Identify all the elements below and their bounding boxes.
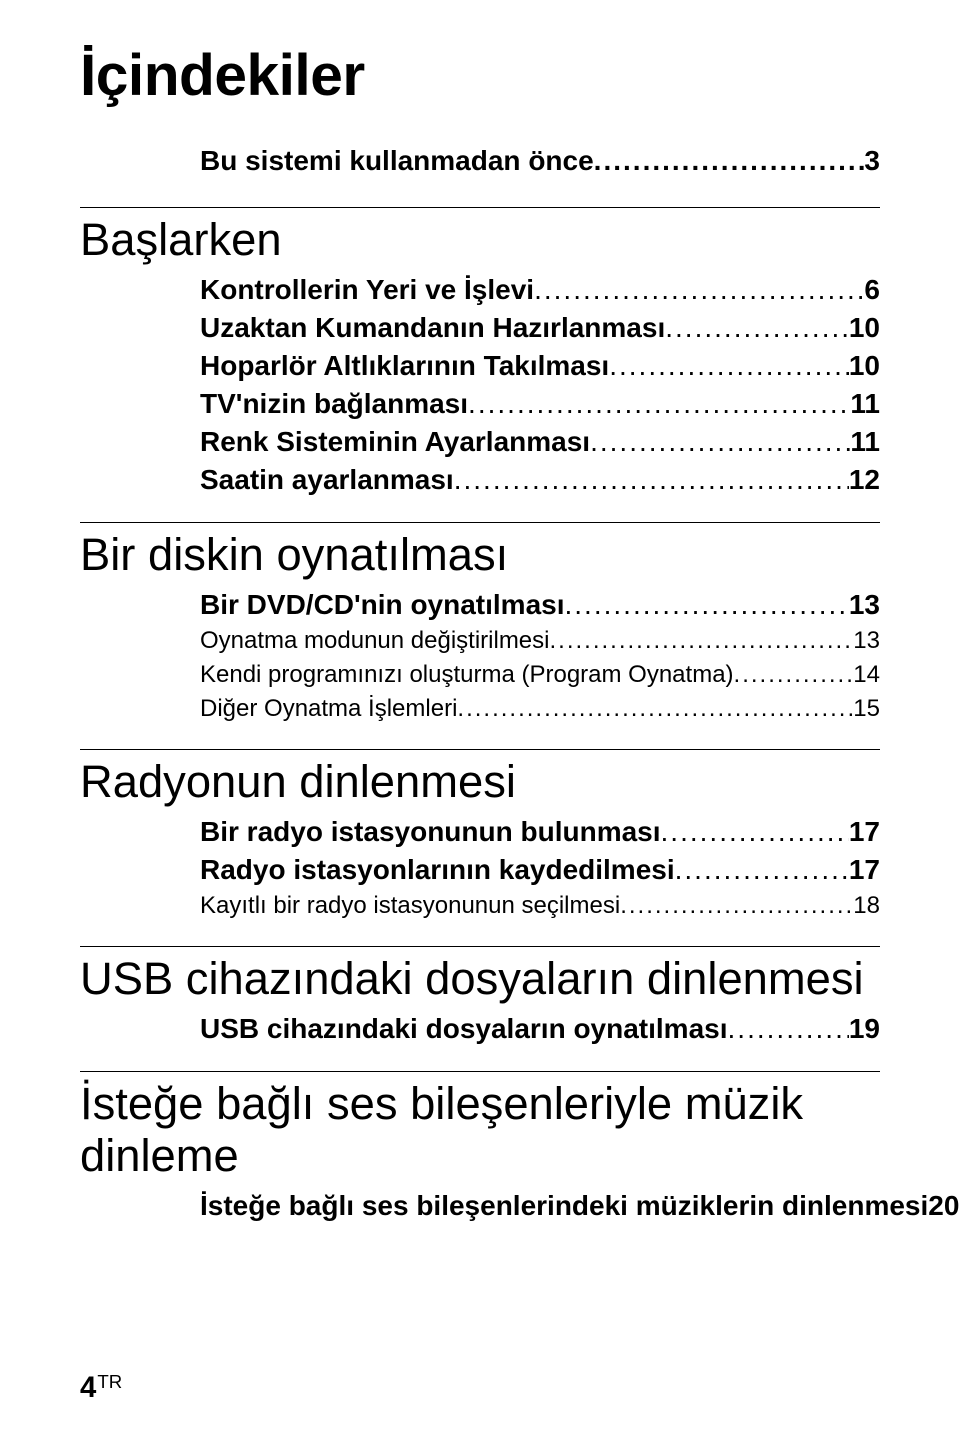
section-title: USB cihazındaki dosyaların dinlenmesi [80,953,880,1005]
intro-page-number: 3 [864,145,880,177]
entry-page-number: 12 [849,464,880,496]
sections-container: Başlarken Kontrollerin Yeri ve İşlevi....… [80,207,880,1222]
page-title: İçindekiler [80,42,880,109]
entry-label: Kayıtlı bir radyo istasyonunun seçilmesi [200,892,620,920]
toc-entry: USB cihazındaki dosyaların oynatılması..… [200,1013,880,1045]
leader-dots: ........................................… [590,426,850,458]
section-title: İsteğe bağlı ses bileşenleriyle müzik di… [80,1078,880,1182]
toc-section: USB cihazındaki dosyaların dinlenmesi USB… [80,946,880,1045]
toc-entry: TV'nizin bağlanması.....................… [200,388,880,420]
entry-label: TV'nizin bağlanması [200,388,468,420]
toc-entry: Hoparlör Altlıklarının Takılması........… [200,350,880,382]
entry-page-number: 10 [849,312,880,344]
section-rule [80,749,880,750]
toc-section: Radyonun dinlenmesi Bir radyo istasyonunu… [80,749,880,920]
section-title: Bir diskin oynatılması [80,529,880,581]
entry-label: Diğer Oynatma İşlemleri [200,695,457,723]
intro-label: Bu sistemi kullanmadan önce [200,145,594,177]
leader-dots: ........................................… [620,892,853,920]
leader-dots: ........................................… [661,816,849,848]
section-entries: Bir radyo istasyonunun bulunması........… [200,816,880,920]
entry-page-number: 13 [853,627,880,655]
entry-label: Radyo istasyonlarının kaydedilmesi [200,854,675,886]
leader-dots: ........................................… [734,661,854,689]
leader-dots: ........................................… [454,464,849,496]
entry-page-number: 11 [850,426,880,458]
entry-page-number: 17 [849,816,880,848]
toc-entry: İsteğe bağlı ses bileşenlerindeki müzikl… [200,1190,880,1222]
entry-page-number: 14 [853,661,880,689]
toc-entry: Renk Sisteminin Ayarlanması.............… [200,426,880,458]
entry-label: Kendi programınızı oluşturma (Program Oy… [200,661,734,689]
leader-dots: ........................................… [665,312,849,344]
toc-entry: Bir DVD/CD'nin oynatılması..............… [200,589,880,621]
leader-dots: ........................................… [468,388,850,420]
page-content: İçindekiler Bu sistemi kullanmadan önce … [0,0,960,1222]
toc-entry: Kendi programınızı oluşturma (Program Oy… [200,661,880,689]
entry-page-number: 11 [850,388,880,420]
section-rule [80,1071,880,1072]
section-rule [80,522,880,523]
toc-entry: Kontrollerin Yeri ve İşlevi.............… [200,274,880,306]
section-rule [80,207,880,208]
entry-label: USB cihazındaki dosyaların oynatılması [200,1013,728,1045]
section-rule [80,946,880,947]
intro-entry: Bu sistemi kullanmadan önce ............… [200,145,880,177]
leader-dots: ........................................… [675,854,849,886]
entry-page-number: 19 [849,1013,880,1045]
leader-dots: ........................................… [457,695,853,723]
leader-dots: ........................................… [609,350,849,382]
entry-page-number: 10 [849,350,880,382]
entry-label: Oynatma modunun değiştirilmesi [200,627,550,655]
leader-dots: ........................................… [550,627,854,655]
entry-page-number: 6 [864,274,880,306]
entry-label: Saatin ayarlanması [200,464,454,496]
toc-entry: Diğer Oynatma İşlemleri.................… [200,695,880,723]
toc-entry: Uzaktan Kumandanın Hazırlanması.........… [200,312,880,344]
entry-label: Renk Sisteminin Ayarlanması [200,426,590,458]
leader-dots: ........................................… [565,589,849,621]
toc-entry: Bir radyo istasyonunun bulunması........… [200,816,880,848]
section-entries: USB cihazındaki dosyaların oynatılması..… [200,1013,880,1045]
entry-label: Hoparlör Altlıklarının Takılması [200,350,609,382]
entry-label: Bir DVD/CD'nin oynatılması [200,589,565,621]
entry-label: Kontrollerin Yeri ve İşlevi [200,274,534,306]
entry-page-number: 18 [853,892,880,920]
leader-dots: ........................................… [534,274,864,306]
toc-entry: Radyo istasyonlarının kaydedilmesi......… [200,854,880,886]
footer-page-number: 4 [80,1371,96,1404]
section-entries: İsteğe bağlı ses bileşenlerindeki müzikl… [200,1190,880,1222]
entry-label: Uzaktan Kumandanın Hazırlanması [200,312,665,344]
section-entries: Bir DVD/CD'nin oynatılması..............… [200,589,880,723]
entry-label: Bir radyo istasyonunun bulunması [200,816,661,848]
toc-section: İsteğe bağlı ses bileşenleriyle müzik di… [80,1071,880,1222]
section-title: Radyonun dinlenmesi [80,756,880,808]
toc-entry: Saatin ayarlanması......................… [200,464,880,496]
entry-page-number: 17 [849,854,880,886]
toc-section: Başlarken Kontrollerin Yeri ve İşlevi....… [80,207,880,496]
leader-dots: ........................................… [728,1013,849,1045]
page-footer: 4TR [80,1371,122,1405]
entry-page-number: 13 [849,589,880,621]
entry-label: İsteğe bağlı ses bileşenlerindeki müzikl… [200,1190,928,1222]
toc-section: Bir diskin oynatılması Bir DVD/CD'nin oyn… [80,522,880,723]
entry-page-number: 20 [928,1190,959,1222]
section-entries: Kontrollerin Yeri ve İşlevi.............… [200,274,880,496]
leader-dots: ........................................… [594,145,865,177]
toc-entry: Oynatma modunun değiştirilmesi..........… [200,627,880,655]
footer-lang-code: TR [97,1371,122,1392]
section-title: Başlarken [80,214,880,266]
toc-entry: Kayıtlı bir radyo istasyonunun seçilmesi… [200,892,880,920]
entry-page-number: 15 [853,695,880,723]
